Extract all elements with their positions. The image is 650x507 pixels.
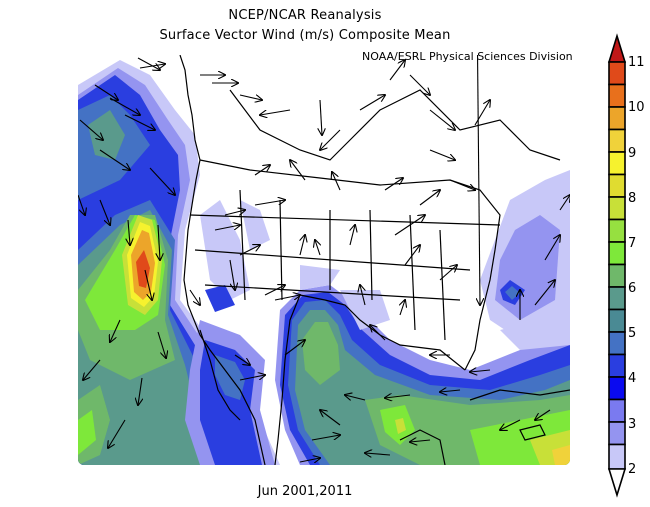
wind-vectors [78, 55, 570, 462]
data-source-credit: NOAA/ESRL Physical Sciences Division [362, 50, 573, 63]
colorbar-label-2: 2 [628, 462, 637, 477]
colorbar-label-6: 6 [628, 281, 637, 296]
colorbar-label-4: 4 [628, 371, 637, 386]
colorbar-label-7: 7 [628, 236, 637, 251]
colorbar-swatches [607, 33, 627, 498]
chart-subtitle: Surface Vector Wind (m/s) Composite Mean [159, 28, 451, 43]
colorbar-label-11: 11 [628, 55, 645, 70]
coastlines-and-borders [179, 55, 570, 465]
chart-title: NCEP/NCAR Reanalysis [228, 8, 382, 23]
colorbar-label-10: 10 [628, 100, 645, 115]
colorbar-label-9: 9 [628, 146, 637, 161]
colorbar-label-3: 3 [628, 417, 637, 432]
colorbar-label-8: 8 [628, 191, 637, 206]
colorbar-label-5: 5 [628, 326, 637, 341]
time-period-label: Jun 2001,2011 [257, 484, 353, 499]
